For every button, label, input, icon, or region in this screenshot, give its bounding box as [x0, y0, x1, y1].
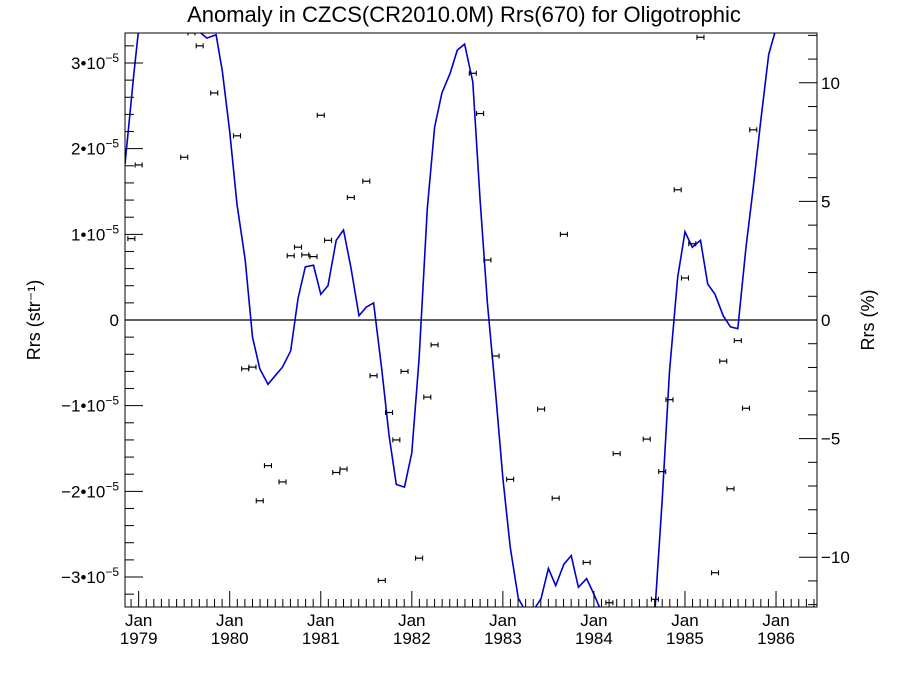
data-point-32: [483, 257, 492, 263]
data-point-14: [301, 252, 310, 258]
data-point-9: [255, 498, 264, 504]
data-point-12: [286, 253, 295, 259]
x-tick-label-year-3: 1982: [393, 629, 431, 648]
data-point-11: [278, 479, 287, 485]
data-point-8: [248, 364, 257, 370]
x-tick-label-month-3: Jan: [398, 611, 425, 630]
x-tick-label-month-4: Jan: [489, 611, 516, 630]
y-axis-label: Rrs (str⁻¹): [24, 280, 44, 360]
data-point-24: [385, 410, 394, 416]
x-tick-label-year-1: 1980: [211, 629, 249, 648]
y-tick-label-2: 1•10−5: [71, 222, 119, 244]
data-point-13: [293, 244, 303, 250]
data-point-2: [180, 154, 189, 160]
data-point-16: [316, 112, 325, 118]
data-point-51: [726, 486, 735, 492]
data-point-43: [658, 469, 667, 475]
data-point-41: [642, 436, 651, 442]
data-point-48: [696, 34, 705, 40]
data-point-40: [612, 451, 621, 457]
data-point-20: [346, 194, 355, 200]
data-point-35: [537, 406, 546, 412]
data-point-23: [377, 577, 386, 583]
data-point-6: [232, 133, 242, 139]
y-tick-label-1: 2•10−5: [71, 137, 119, 159]
data-point-29: [430, 342, 439, 348]
data-point-33: [491, 353, 500, 359]
data-point-44: [665, 397, 674, 403]
x-tick-label-year-7: 1986: [757, 629, 795, 648]
y-tick-label-3: 0: [110, 311, 119, 330]
data-point-3: [187, 33, 196, 36]
data-point-49: [710, 570, 720, 576]
data-point-28: [423, 394, 432, 400]
y-tick-label-0: 3•10−5: [71, 51, 119, 73]
data-point-30: [468, 70, 477, 76]
x-tick-label-month-6: Jan: [671, 611, 698, 630]
data-point-37: [559, 231, 568, 237]
anomaly-line: [125, 33, 776, 607]
data-point-4: [195, 43, 204, 49]
data-point-34: [506, 476, 515, 482]
axes: Jan1979Jan1980Jan1981Jan1982Jan1983Jan19…: [61, 34, 850, 648]
x-tick-label-year-4: 1983: [484, 629, 522, 648]
x-tick-label-month-1: Jan: [216, 611, 243, 630]
data-point-21: [362, 178, 371, 184]
data-point-22: [369, 373, 378, 379]
data-point-1: [134, 162, 143, 168]
y2-tick-label-1: 5: [821, 192, 830, 211]
data-point-26: [400, 368, 409, 374]
x-tick-label-year-2: 1981: [302, 629, 340, 648]
data-point-53: [741, 405, 751, 411]
data-point-27: [415, 555, 424, 561]
data-point-54: [749, 127, 758, 133]
y2-tick-label-2: 0: [821, 311, 830, 330]
data-point-36: [551, 495, 560, 501]
plot-area: [125, 33, 817, 607]
data-point-46: [680, 275, 690, 281]
data-point-19: [339, 466, 348, 472]
x-tick-label-year-6: 1985: [666, 629, 704, 648]
data-point-17: [323, 237, 333, 243]
x-tick-label-month-5: Jan: [580, 611, 607, 630]
data-point-50: [719, 358, 728, 364]
x-tick-label-month-7: Jan: [762, 611, 789, 630]
data-point-18: [332, 469, 341, 475]
x-tick-label-year-0: 1979: [120, 629, 158, 648]
data-point-52: [733, 338, 742, 344]
y2-tick-label-0: 10: [821, 74, 840, 93]
y-tick-label-5: −2•10−5: [61, 479, 119, 501]
data-point-15: [309, 254, 318, 260]
data-point-10: [263, 463, 273, 469]
data-point-31: [476, 111, 485, 117]
x-tick-label-year-5: 1984: [575, 629, 613, 648]
x-tick-label-month-2: Jan: [307, 611, 334, 630]
y-tick-label-4: −1•10−5: [61, 394, 119, 416]
chart-title: Anomaly in CZCS(CR2010.0M) Rrs(670) for …: [187, 2, 741, 27]
data-point-38: [582, 559, 591, 565]
data-point-25: [392, 437, 401, 443]
x-tick-label-month-0: Jan: [125, 611, 152, 630]
data-point-0: [127, 236, 136, 242]
data-point-45: [673, 187, 682, 193]
y2-tick-label-4: −10: [821, 548, 850, 567]
y-tick-label-6: −3•10−5: [61, 565, 119, 587]
y2-tick-label-3: −5: [821, 430, 840, 449]
data-point-5: [210, 90, 219, 96]
data-point-47: [688, 241, 697, 247]
data-point-7: [241, 366, 250, 372]
y2-axis-label: Rrs (%): [858, 290, 878, 351]
